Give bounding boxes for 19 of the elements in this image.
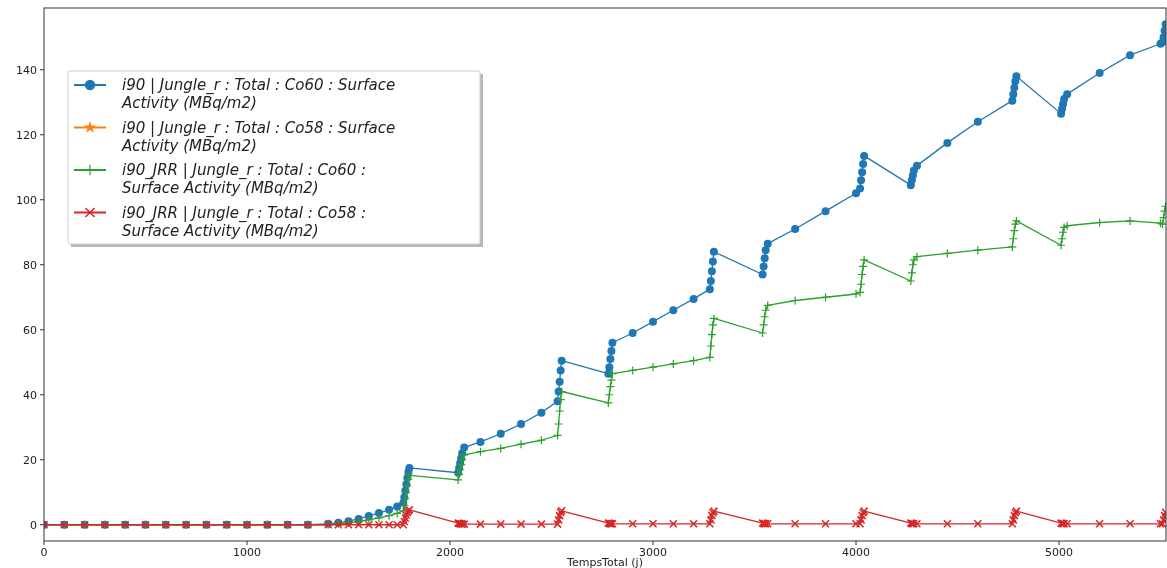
y-tick-label: 140 — [16, 63, 37, 77]
legend-label: i90 | Jungle_r : Total : Co58 : Surface Activity (MBq/m2) — [121, 118, 396, 155]
x-tick-label: 1000 — [233, 546, 261, 559]
y-tick-label: 60 — [23, 323, 37, 337]
x-tick-label: 0 — [40, 546, 48, 559]
legend-label: i90 | Jungle_r : Total : Co60 : Surface Activity (MBq/m2) — [121, 76, 396, 112]
y-tick-label: 80 — [23, 258, 37, 272]
x-tick-label: 3000 — [639, 546, 668, 559]
x-tick-label: 5000 — [1045, 546, 1074, 559]
y-tick-label: 120 — [16, 128, 37, 142]
y-tick-label: 100 — [16, 193, 37, 207]
legend-label: i90_JRR | Jungle_r : Total : Co60 : Surface Activity (MBq/m2) — [122, 161, 367, 197]
y-tick-label: 0 — [30, 518, 37, 532]
x-tick-label: 2000 — [436, 546, 465, 559]
y-tick-label: 40 — [23, 388, 37, 402]
x-tick-label: 4000 — [842, 546, 871, 559]
y-tick-label: 20 — [23, 453, 37, 467]
legend-label: i90_JRR | Jungle_r : Total : Co58 : Surface Activity (MBq/m2) — [122, 203, 367, 240]
x-axis-title: TempsTotal (j) — [566, 556, 643, 568]
